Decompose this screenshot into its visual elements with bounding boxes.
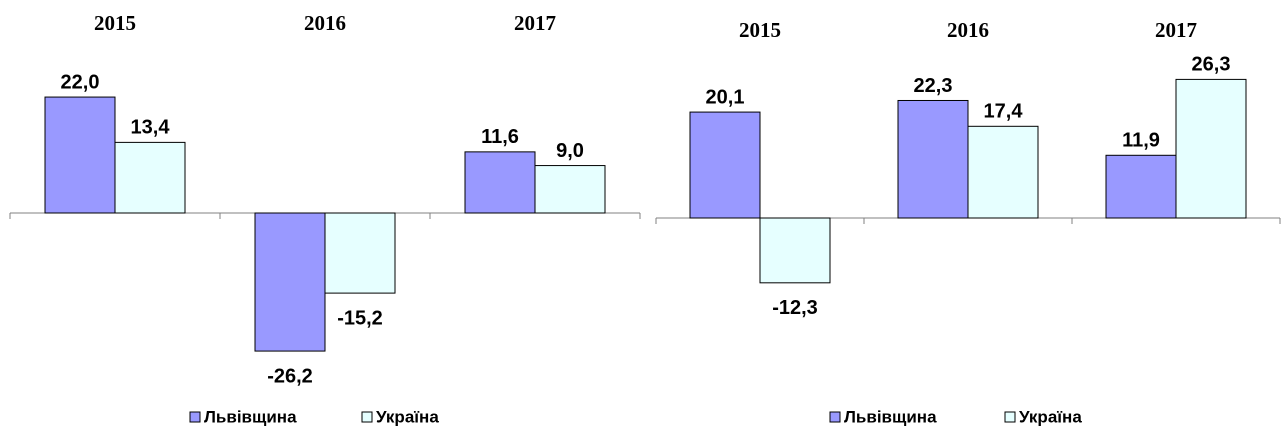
bar: [114, 141, 186, 214]
legend-label: Львівщина: [204, 407, 297, 426]
legend-label: Україна: [1019, 407, 1082, 426]
value-label: -12,3: [772, 297, 818, 319]
bar: [324, 212, 396, 294]
category-label: 2016: [947, 18, 989, 42]
category-label: 2017: [514, 11, 556, 35]
bar: [464, 151, 536, 214]
category-label: 2016: [304, 11, 346, 35]
bar: [1105, 154, 1177, 219]
bar: [897, 99, 969, 219]
bar: [254, 212, 326, 352]
legend-swatch: [189, 411, 201, 423]
category-label: 2015: [739, 18, 781, 42]
value-label: 11,9: [1122, 130, 1160, 152]
bar: [759, 217, 831, 284]
legend-swatch: [361, 411, 373, 423]
value-label: 22,0: [61, 71, 100, 93]
value-label: 11,6: [481, 126, 519, 148]
legend-label: Україна: [376, 407, 439, 426]
bar: [534, 165, 606, 214]
value-label: 13,4: [131, 117, 171, 139]
legend-swatch: [829, 411, 841, 423]
value-label: -26,2: [267, 365, 313, 387]
bar: [44, 96, 116, 214]
bar: [689, 111, 761, 219]
category-label: 2017: [1155, 18, 1197, 42]
bar: [967, 125, 1039, 219]
value-label: -15,2: [337, 307, 383, 329]
value-label: 20,1: [706, 86, 745, 108]
legend-swatch: [1004, 411, 1016, 423]
bar: [1175, 78, 1247, 219]
value-label: 17,4: [984, 101, 1024, 123]
value-label: 22,3: [914, 75, 953, 97]
legend-label: Львівщина: [844, 407, 937, 426]
value-label: 26,3: [1192, 54, 1231, 76]
category-label: 2015: [94, 11, 136, 35]
value-label: 9,0: [556, 140, 584, 162]
